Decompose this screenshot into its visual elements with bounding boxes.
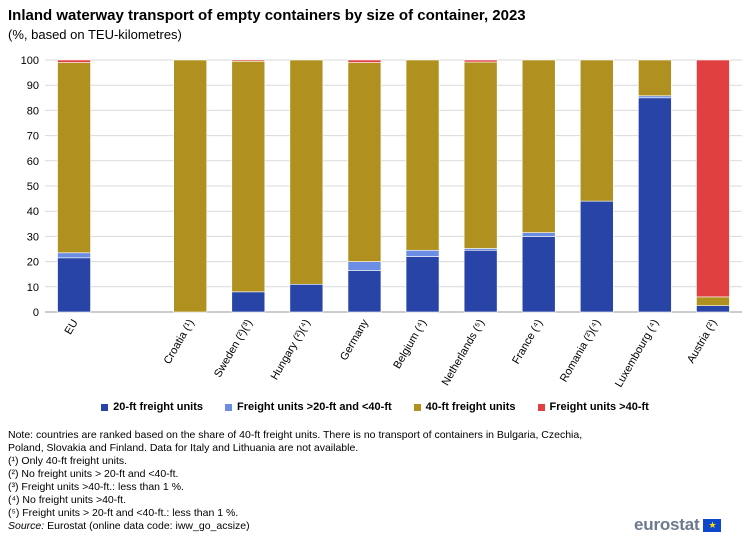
bar-segment	[231, 60, 266, 293]
legend-swatch	[101, 403, 109, 411]
eu-flag-icon: ★	[703, 518, 722, 532]
legend-label: 20-ft freight units	[113, 401, 204, 413]
note-main: Note: countries are ranked based on the …	[8, 429, 583, 454]
y-tick-label: 100	[21, 55, 39, 67]
x-tick-label: Romania (²)(⁴)	[558, 318, 603, 385]
x-tick-label: Germany	[338, 317, 371, 363]
logo-text: eurostat	[634, 515, 700, 534]
source-text: Eurostat (online data code: iww_go_acsiz…	[44, 520, 250, 532]
bar-segment	[347, 261, 382, 271]
bar-segment	[405, 249, 440, 257]
y-tick-label: 40	[27, 206, 39, 218]
y-tick-label: 20	[27, 257, 39, 269]
legend-swatch	[225, 403, 233, 411]
bar-segment	[405, 59, 440, 251]
bar-segment	[521, 236, 556, 313]
legend-item-40ft: 40-ft freight units	[413, 401, 516, 413]
footnote: (³) Freight units >40-ft.: less than 1 %…	[8, 481, 184, 493]
legend-item-20ft: 20-ft freight units	[101, 401, 203, 413]
bar-segment	[289, 283, 324, 313]
stacked-bar-chart: 0 10 20 30 40 50 60 70 80 90 100 EU Croatia (¹) Swede…	[21, 55, 742, 390]
x-tick-label: Austria (²)	[685, 318, 720, 366]
chart-subtitle: (%, based on TEU-kilometres)	[8, 27, 182, 42]
legend-label: Freight units >20-ft and <40-ft	[237, 401, 392, 413]
y-tick-label: 10	[27, 282, 39, 294]
x-tick-label: Netherlands (⁵)	[440, 318, 488, 388]
footnote: (⁴) No freight units >40-ft.	[8, 494, 127, 506]
star-icon: ★	[708, 519, 717, 530]
eurostat-logo: eurostat ★	[634, 515, 722, 535]
bar-segment	[405, 256, 440, 313]
footnote: (⁵) Freight units > 20-ft and <40-ft.: l…	[8, 507, 239, 519]
bar-segment	[696, 59, 730, 298]
y-tick-label: 60	[27, 156, 39, 168]
bar-segment	[57, 257, 91, 313]
footnote: (²) No freight units > 20-ft and <40-ft.	[8, 468, 179, 480]
legend-swatch	[413, 403, 421, 411]
y-tick-label: 50	[27, 181, 39, 193]
footnote: (¹) Only 40-ft freight units.	[8, 455, 128, 467]
source-line: Source: Eurostat (online data code: iww_…	[8, 520, 608, 533]
bar-segment	[463, 249, 498, 313]
x-tick-label: Hungary (²)(⁴)	[269, 318, 313, 383]
bar-segment	[57, 59, 91, 63]
bar-segment	[638, 97, 672, 313]
bar-segment	[57, 252, 91, 259]
bar-segment	[289, 59, 324, 285]
bar-segment	[638, 95, 672, 99]
y-tick-label: 90	[27, 80, 39, 92]
bar-segment	[638, 59, 672, 97]
legend-label: Freight units >40-ft	[549, 401, 649, 413]
bar-segment	[463, 59, 498, 63]
y-tick-label: 70	[27, 131, 39, 143]
x-tick-label: Belgium (⁴)	[391, 318, 429, 372]
legend-label: 40-ft freight units	[425, 401, 516, 413]
bar-segment	[231, 59, 266, 62]
source-label: Source:	[8, 520, 45, 532]
chart-title: Inland waterway transport of empty conta…	[8, 7, 526, 24]
x-tick-label: Luxembourg (⁴)	[613, 318, 662, 390]
bar-segment	[579, 200, 614, 313]
chart-legend: 20-ft freight units Freight units >20-ft…	[0, 401, 750, 413]
bar-segment	[347, 59, 382, 63]
x-tick-label: Croatia (¹)	[162, 318, 197, 367]
legend-item-over40ft: Freight units >40-ft	[537, 401, 649, 413]
bar-segment	[347, 270, 382, 313]
y-tick-label: 30	[27, 231, 39, 243]
bar-segment	[347, 62, 382, 262]
y-tick-label: 0	[33, 307, 39, 319]
bar-segment	[521, 232, 556, 237]
bar-segment	[579, 59, 614, 202]
bar-segment	[173, 59, 208, 313]
x-tick-label: France (⁴)	[510, 318, 545, 367]
x-tick-label: EU	[63, 317, 81, 336]
legend-swatch	[537, 403, 545, 411]
legend-item-20to40ft: Freight units >20-ft and <40-ft	[225, 401, 392, 413]
bar-segment	[57, 62, 91, 254]
x-tick-label: Sweden (²)(³)	[212, 318, 255, 380]
bar-segment	[696, 296, 730, 307]
y-tick-label: 80	[27, 105, 39, 117]
bar-segment	[696, 305, 730, 313]
chart-notes: Note: countries are ranked based on the …	[8, 429, 608, 533]
bar-segment	[463, 61, 498, 249]
bar-segment	[231, 291, 266, 313]
bar-segment	[521, 59, 556, 233]
